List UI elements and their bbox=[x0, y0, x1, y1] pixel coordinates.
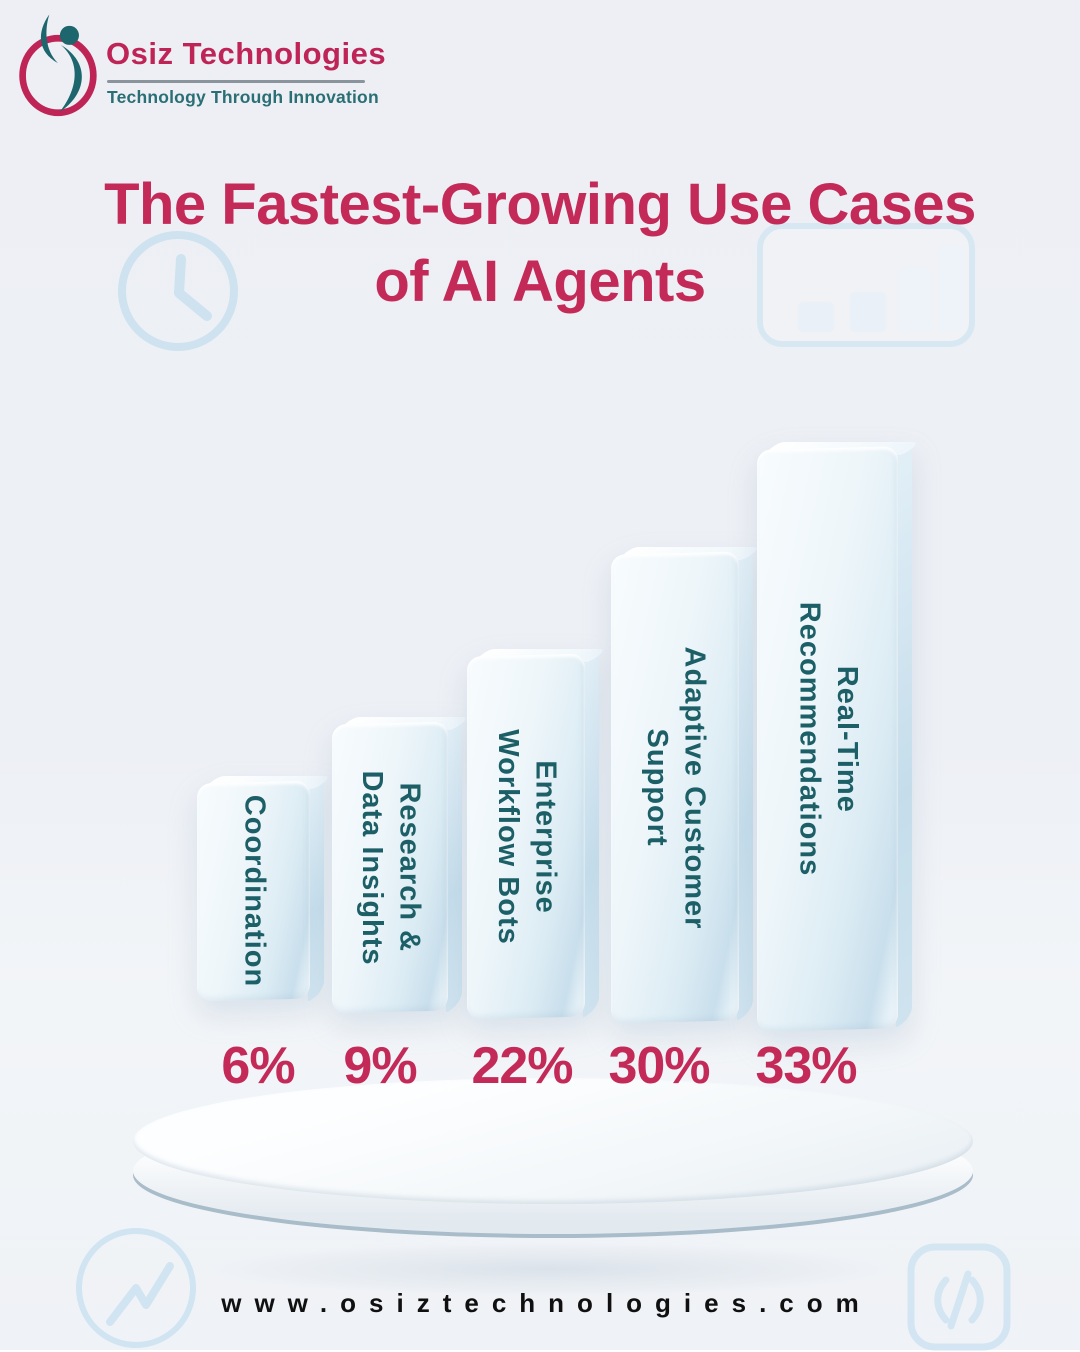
bar-adaptive-customer-support: Adaptive Customer Support bbox=[611, 545, 761, 1024]
bar-category-label: Adaptive Customer Support bbox=[637, 646, 712, 929]
bar-category-label: Coordination bbox=[235, 795, 273, 987]
bar-category-label-line: Enterprise bbox=[529, 759, 562, 914]
bar-category-label: Enterprise Workflow Bots bbox=[488, 729, 563, 944]
bar-category-label-line: Adaptive Customer bbox=[678, 646, 711, 929]
code-icon bbox=[907, 1243, 1011, 1351]
trend-line-icon bbox=[76, 1228, 196, 1348]
bar-value-label: 9% bbox=[343, 1037, 417, 1095]
bar-category-label-line: Research & bbox=[393, 782, 426, 953]
bar-enterprise-workflow-bots: Enterprise Workflow Bots bbox=[467, 647, 607, 1020]
bar-value-label: 30% bbox=[608, 1037, 710, 1095]
bar-category-label-line: Coordination bbox=[238, 794, 271, 988]
bar-category-label: Research & Data Insights bbox=[352, 770, 427, 965]
bar-side-face bbox=[583, 647, 599, 1019]
clock-icon bbox=[118, 231, 238, 351]
page-title: The Fastest-Growing Use Cases of AI Agen… bbox=[0, 166, 1080, 320]
brand-name: Osiz Technologies bbox=[106, 36, 387, 71]
bar-real-time-recommendations: Real-Time Recommendations bbox=[757, 440, 920, 1032]
brand-tagline: Technology Through Innovation bbox=[107, 87, 379, 107]
bar-side-face bbox=[308, 774, 324, 1002]
bar-value-label: 6% bbox=[221, 1037, 295, 1095]
bar-category-label: Real-Time Recommendations bbox=[790, 602, 865, 876]
bar-side-face bbox=[737, 545, 753, 1022]
brand-divider bbox=[107, 80, 365, 83]
bar-category-label-line: Data Insights bbox=[356, 769, 388, 966]
bar-research-data-insights: Research & Data Insights bbox=[332, 715, 470, 1014]
bar-side-face bbox=[446, 715, 462, 1014]
podium-shadow bbox=[200, 1242, 900, 1296]
bar-category-label-line: Workflow Bots bbox=[492, 728, 524, 945]
page-title-line-2: of AI Agents bbox=[374, 249, 706, 315]
bar-chart-icon bbox=[757, 223, 975, 347]
bar-category-label-line: Recommendations bbox=[793, 601, 826, 877]
website-url: www.osiztechnologies.com bbox=[221, 1288, 872, 1318]
bar-category-label-line: Real-Time bbox=[831, 665, 864, 813]
bar-coordination: Coordination bbox=[197, 774, 332, 1002]
bar-value-label: 33% bbox=[755, 1037, 857, 1095]
bar-category-label-line: Support bbox=[641, 728, 673, 847]
podium-top bbox=[133, 1078, 973, 1204]
osiz-logo-icon bbox=[19, 14, 97, 117]
bar-value-label: 22% bbox=[471, 1037, 573, 1095]
bar-side-face bbox=[896, 440, 912, 1029]
page-title-line-1: The Fastest-Growing Use Cases bbox=[104, 172, 976, 237]
